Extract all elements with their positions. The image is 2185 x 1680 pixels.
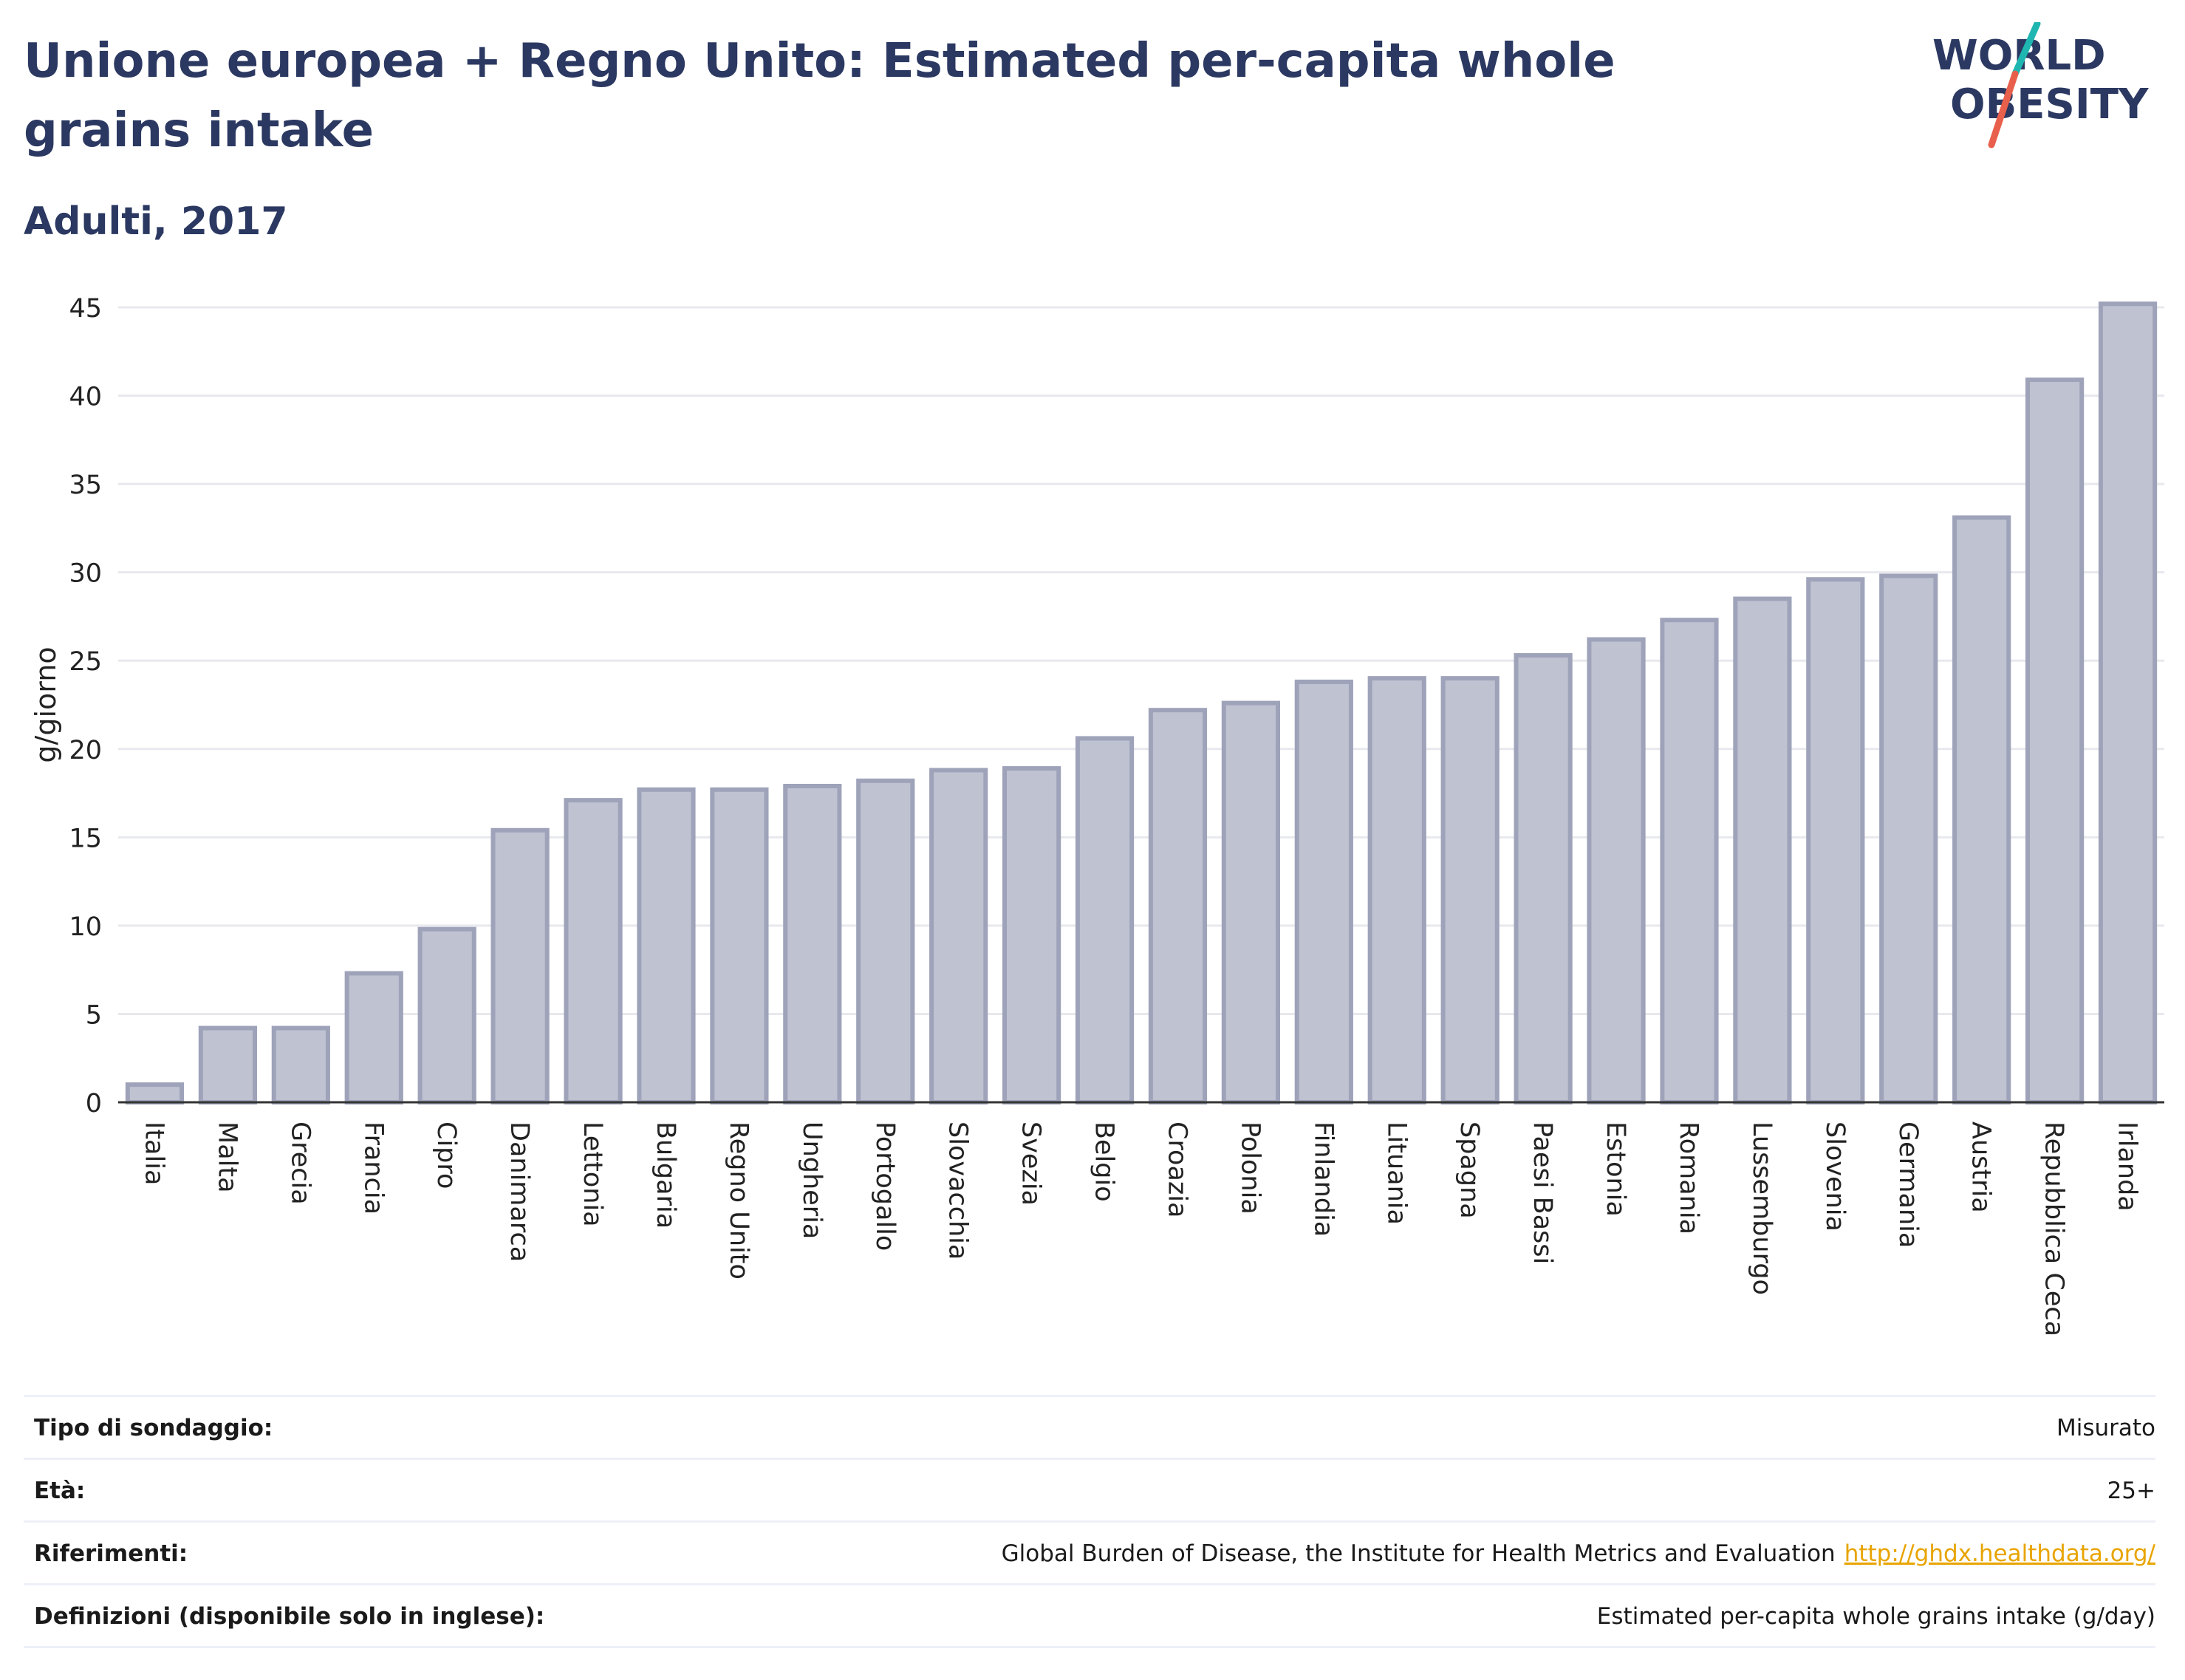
info-value: Misurato [2056, 1415, 2155, 1441]
y-tick-label: 0 [86, 1089, 102, 1119]
x-tick-label: Lituania [1381, 1121, 1411, 1225]
bar [856, 778, 915, 1104]
bar [271, 1025, 330, 1104]
y-tick-label: 25 [69, 647, 102, 677]
x-tick-label: Lussemburgo [1747, 1121, 1777, 1295]
bar [1440, 676, 1500, 1104]
x-tick-label: Austria [1966, 1121, 1996, 1213]
y-tick-label: 35 [69, 471, 102, 500]
info-label: Riferimenti: [34, 1540, 188, 1567]
x-tick-label: Cipro [431, 1121, 461, 1189]
x-tick-label: Bulgaria [651, 1121, 680, 1229]
info-row-references: Riferimenti: Global Burden of Disease, t… [24, 1520, 2155, 1583]
x-tick-label: Repubblica Ceca [2039, 1121, 2069, 1336]
bar [1148, 708, 1208, 1104]
info-label: Età: [34, 1478, 86, 1504]
x-tick-label: Croazia [1162, 1121, 1191, 1218]
bar [417, 926, 476, 1104]
y-tick-label: 45 [69, 294, 102, 324]
x-tick-label: Svezia [1016, 1121, 1046, 1206]
bar [490, 827, 550, 1104]
bar [344, 971, 403, 1105]
x-tick-label: Slovenia [1820, 1121, 1850, 1232]
bar [1294, 679, 1353, 1104]
x-tick-label: Malta [212, 1121, 242, 1193]
bar [1587, 637, 1646, 1105]
info-row-age: Età: 25+ [24, 1458, 2155, 1520]
bar [783, 783, 842, 1104]
bar [1002, 766, 1061, 1105]
info-row-definitions: Definizioni (disponibile solo in inglese… [24, 1583, 2155, 1648]
info-value: 25+ [2107, 1478, 2155, 1504]
bar [929, 768, 988, 1105]
x-tick-label: Belgio [1090, 1121, 1119, 1202]
y-tick-label: 5 [86, 1000, 102, 1030]
bar [710, 787, 769, 1104]
logo-slash-teal [2011, 22, 2041, 78]
y-tick-label: 15 [69, 824, 102, 853]
bar [564, 798, 623, 1104]
y-tick-label: 30 [69, 559, 102, 589]
info-table: Tipo di sondaggio: Misurato Età: 25+ Rif… [24, 1395, 2155, 1648]
x-tick-label: Francia [358, 1121, 388, 1215]
x-tick-label: Irlanda [2113, 1121, 2142, 1212]
world-obesity-logo: WORLD OBESITY [1932, 22, 2150, 148]
bar [1806, 577, 1865, 1104]
x-tick-label: Regno Unito [724, 1121, 753, 1280]
logo-slash-red [1988, 70, 2019, 148]
x-tick-label: Paesi Bassi [1528, 1121, 1557, 1264]
x-tick-label: Finlandia [1308, 1121, 1338, 1237]
x-tick-label: Portogallo [870, 1121, 900, 1251]
x-tick-label: Italia [139, 1121, 168, 1185]
x-tick-label: Danimarca [505, 1121, 534, 1262]
x-tick-label: Slovacchia [943, 1121, 973, 1260]
x-tick-label: Germania [1893, 1121, 1923, 1248]
y-tick-label: 20 [69, 736, 102, 765]
bar [1367, 676, 1426, 1104]
chart-title: Unione europea + Regno Unito: Estimated … [24, 34, 1615, 158]
info-row-survey-type: Tipo di sondaggio: Misurato [24, 1395, 2155, 1458]
bar [1660, 618, 1719, 1104]
x-tick-label: Romania [1674, 1121, 1703, 1235]
info-value-wrap: Global Burden of Disease, the Institute … [1002, 1540, 2155, 1567]
x-tick-label: Polonia [1235, 1121, 1265, 1215]
bar [1879, 573, 1938, 1104]
x-tick-label: Grecia [285, 1121, 315, 1205]
bar [2025, 378, 2085, 1104]
info-label: Definizioni (disponibile solo in inglese… [34, 1603, 545, 1630]
bar [1075, 736, 1135, 1104]
info-value: Estimated per-capita whole grains intake… [1596, 1603, 2155, 1630]
y-tick-label: 40 [69, 383, 102, 412]
bar [1221, 700, 1280, 1104]
bar [2098, 301, 2158, 1105]
bar-chart: 0 5 10 15 20 25 30 35 40 45 g/giorno Italia Malta Gre… [30, 294, 2164, 1336]
reference-link[interactable]: http://ghdx.healthdata.org/ [1844, 1540, 2155, 1567]
bar [1514, 653, 1573, 1104]
x-tick-label: Estonia [1601, 1121, 1630, 1217]
info-value: Global Burden of Disease, the Institute … [1001, 1540, 1836, 1567]
x-tick-label: Lettonia [578, 1121, 607, 1227]
logo-line2: OBESITY [1950, 81, 2150, 129]
bar [198, 1025, 257, 1104]
y-tick-label: 10 [69, 912, 102, 942]
chart-subtitle: Adulti, 2017 [24, 199, 288, 244]
info-label: Tipo di sondaggio: [34, 1415, 273, 1441]
y-axis-label: g/giorno [30, 646, 62, 762]
x-tick-label: Ungheria [797, 1121, 827, 1239]
bar [125, 1082, 185, 1104]
bar [637, 787, 696, 1104]
bar [1952, 515, 2011, 1104]
bar [1733, 596, 1792, 1104]
x-tick-label: Spagna [1454, 1121, 1484, 1219]
